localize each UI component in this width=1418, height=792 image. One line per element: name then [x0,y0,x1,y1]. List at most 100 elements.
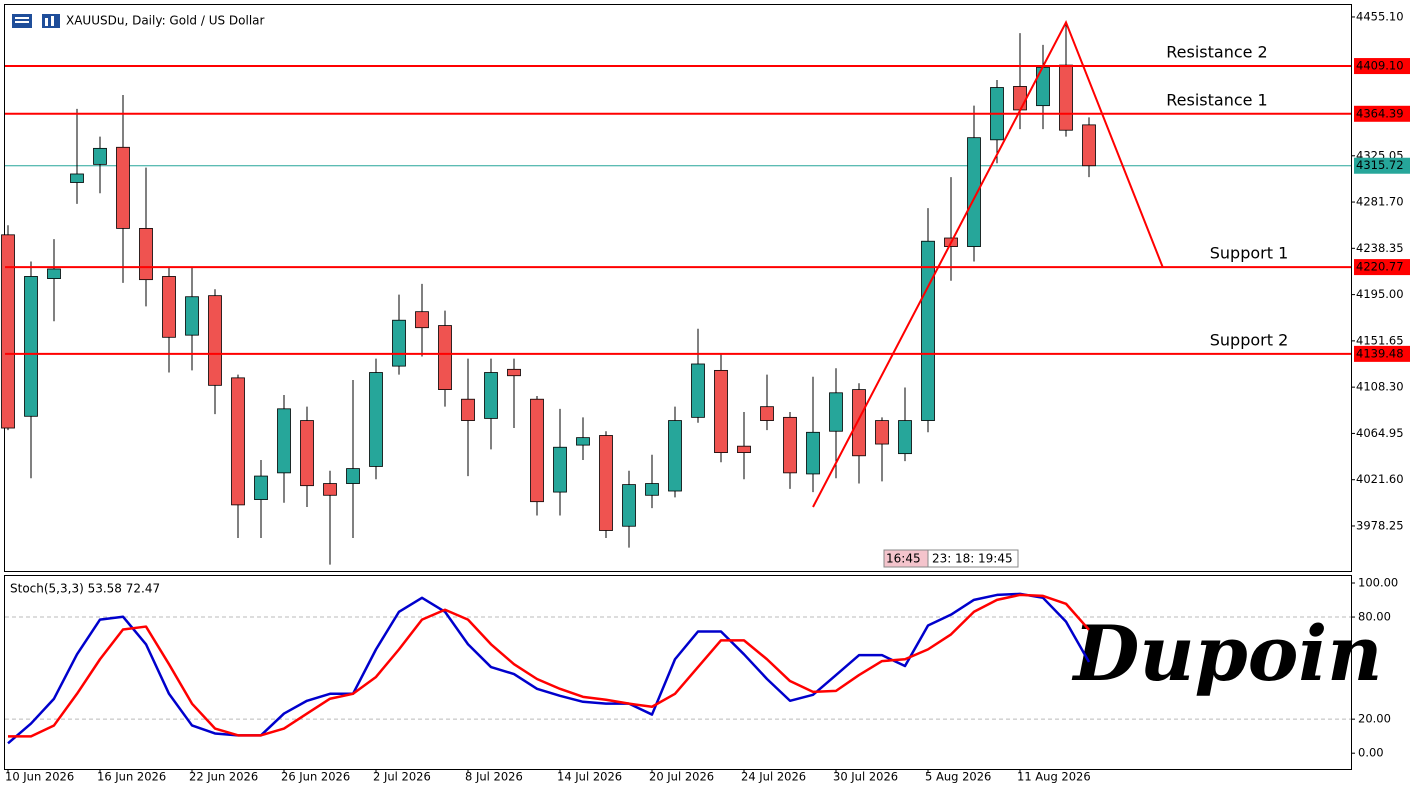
candle-body [254,475,268,500]
x-tick-label: 5 Aug 2026 [925,770,991,784]
candle-body [967,137,981,247]
candle-body [346,468,360,484]
header-icons [12,14,60,28]
candle-body [300,420,314,487]
candle-body [415,311,429,329]
candle-body [898,420,912,455]
level-name: Support 2 [1210,330,1289,349]
candle-body [47,268,61,279]
x-tick-label: 22 Jun 2026 [189,770,258,784]
candle-body [392,319,406,367]
level-label: 4409.10 [1356,59,1404,73]
candle-body [484,372,498,419]
y-tick-label: 4108.30 [1356,380,1404,394]
y-tick-label: 4238.35 [1356,241,1404,255]
level-label: 4364.39 [1356,106,1404,120]
timer-label: 23: [932,552,951,566]
level-label-box [1354,58,1410,75]
candle-body [323,483,337,496]
level-label: 4220.77 [1356,260,1404,274]
symbol-title: XAUUSDu, Daily: Gold / US Dollar [66,14,265,28]
stoch-line [7,592,1091,745]
candle-body [668,420,682,492]
x-tick-label: 16 Jun 2026 [97,770,166,784]
candle-body [852,389,866,457]
x-tick-label: 2 Jul 2026 [373,770,431,784]
candle-body [599,435,613,531]
candle-body [507,368,521,377]
level-name: Resistance 1 [1166,90,1267,109]
level-name: Support 1 [1210,244,1289,263]
candle-body [139,228,153,281]
candle-body [461,398,475,421]
y-tick-label: 3978.25 [1356,518,1404,532]
x-tick-label: 24 Jul 2026 [741,770,806,784]
candle-body [93,147,107,165]
candle-body [622,484,636,527]
level-label: 4139.48 [1356,346,1404,360]
candle-body [24,276,38,417]
candle-body [438,325,452,391]
x-tick-label: 14 Jul 2026 [557,770,622,784]
candle-body [1059,64,1073,131]
y-tick-label: 80.00 [1358,610,1391,624]
timer: 16:45 23: 18: 19:45 [883,549,1019,568]
candle-body [829,392,843,432]
stoch-frame [4,575,1352,770]
candle-body [162,276,176,338]
y-tick-label: 4064.95 [1356,426,1404,440]
candle-body [530,398,544,503]
x-tick-label: 8 Jul 2026 [465,770,523,784]
candle-body [1082,124,1096,167]
candle-body [714,369,728,453]
price-label: 4315.72 [1356,158,1404,172]
candle-body [576,437,590,446]
candle-body [645,483,659,496]
candle-body [231,377,245,506]
trendline [812,19,1164,508]
candle-body [1,234,15,429]
candle-body [806,431,820,475]
stoch-title: Stoch(5,3,3) 53.58 72.47 [10,582,160,596]
y-tick-label: 4455.10 [1356,9,1404,23]
candle-body [208,295,222,386]
candle-body [277,408,291,474]
timer-label: 18: [955,552,974,566]
candle-body [185,296,199,336]
timer-box [927,549,1019,568]
candle-body [737,445,751,453]
candle-body [921,240,935,421]
candle-body [760,406,774,421]
level-name: Resistance 2 [1166,43,1267,62]
candle-body [553,446,567,493]
x-tick-label: 10 Jun 2026 [5,770,74,784]
timer-label: 19:45 [978,552,1013,566]
candle-body [783,416,797,474]
level-label-box [1354,345,1410,362]
candle-body [70,173,84,183]
y-tick-label: 4151.65 [1356,333,1404,347]
level-label-box [1354,105,1410,122]
x-tick-label: 20 Jul 2026 [649,770,714,784]
y-tick-label: 4281.70 [1356,195,1404,209]
price-label-box [1354,157,1410,174]
level-label-box [1354,259,1410,276]
stoch-line [8,593,1090,738]
x-tick-label: 26 Jun 2026 [281,770,350,784]
candle-body [369,372,383,467]
y-tick-label: 4021.60 [1356,472,1404,486]
candle-body [1036,66,1050,107]
y-tick-label: 100.00 [1358,575,1398,589]
y-tick-label: 0.00 [1358,746,1384,760]
candle-body [875,420,889,445]
x-tick-label: 30 Jul 2026 [833,770,898,784]
candle-body [116,146,130,229]
watermark: Dupoin [1071,609,1382,698]
y-tick-label: 20.00 [1358,712,1391,726]
candle-body [1013,86,1027,111]
y-tick-label: 4195.00 [1356,287,1404,301]
candle-body [691,363,705,418]
x-tick-label: 11 Aug 2026 [1017,770,1091,784]
timer-label: 16:45 [886,552,921,566]
